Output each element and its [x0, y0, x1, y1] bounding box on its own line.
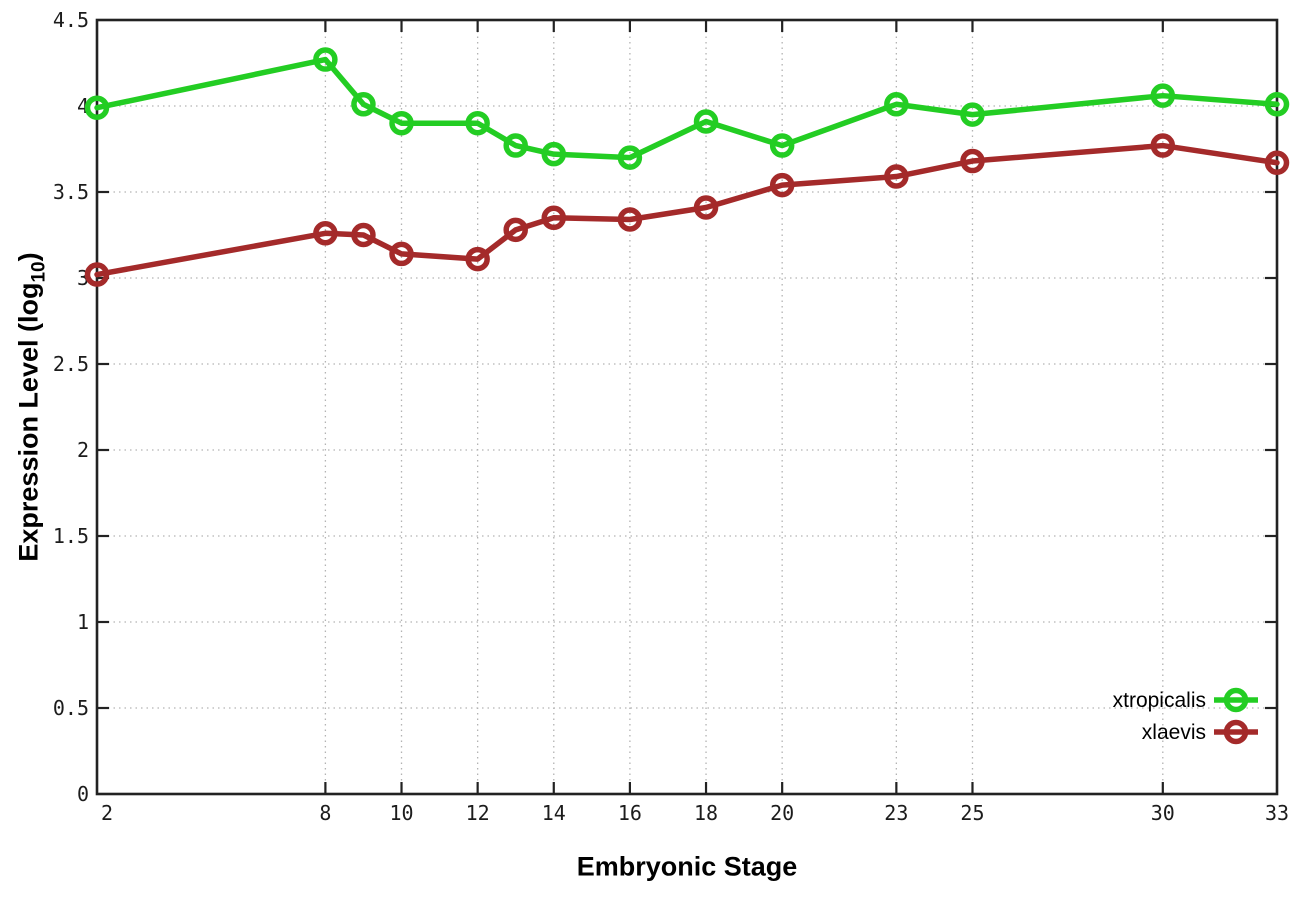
y-tick-label: 1.5 — [53, 524, 89, 548]
legend-sample-xtropicalis-marker — [1223, 687, 1249, 713]
series-xtropicalis-marker — [1264, 92, 1290, 117]
series-xlaevis-marker — [1264, 150, 1290, 176]
series-xlaevis-marker — [84, 262, 110, 287]
series-xlaevis-marker — [769, 172, 795, 198]
series-xlaevis-marker — [1150, 133, 1176, 158]
series-xtropicalis-marker — [351, 92, 376, 117]
x-tick-label: 18 — [694, 801, 718, 825]
x-tick-label: 14 — [542, 801, 566, 825]
y-tick-label: 0 — [77, 782, 89, 806]
series-xtropicalis-marker — [960, 102, 985, 127]
y-axis-title: Expression Level (log10) — [14, 252, 51, 561]
plot-border — [95, 18, 1279, 796]
series-xtropicalis-marker — [1150, 83, 1176, 108]
x-tick-label: 20 — [770, 801, 794, 825]
x-tick-label: 23 — [884, 801, 908, 825]
legend-label-xlaevis: xlaevis — [1142, 721, 1206, 744]
x-tick-label: 30 — [1151, 801, 1175, 825]
y-axis-title-suffix: ) — [13, 252, 44, 262]
series-xtropicalis-marker — [769, 133, 795, 158]
x-axis-title: Embryonic Stage — [577, 852, 798, 883]
series-xtropicalis-marker — [884, 92, 909, 117]
series-xtropicalis-marker — [617, 145, 643, 170]
x-tick-label: 12 — [466, 801, 490, 825]
y-tick-label: 1 — [77, 610, 89, 634]
series-xtropicalis-marker — [313, 47, 338, 72]
x-tick-label: 33 — [1265, 801, 1289, 825]
series-xlaevis-line — [94, 142, 1280, 278]
x-tick-label: 16 — [618, 801, 642, 825]
series-xlaevis-marker — [313, 221, 338, 246]
series-xlaevis-marker — [960, 148, 985, 174]
x-tick-label: 10 — [389, 801, 413, 825]
series-xtropicalis-marker — [503, 133, 528, 158]
series-xlaevis-marker — [503, 217, 528, 243]
y-tick-label: 0.5 — [53, 696, 89, 720]
series-xtropicalis-marker — [389, 110, 414, 136]
y-axis-title-text: Expression Level (log — [13, 282, 44, 562]
series-xlaevis-marker — [465, 246, 490, 272]
series-xlaevis-marker — [389, 241, 414, 267]
series-xlaevis-marker — [541, 205, 567, 231]
y-tick-label: 2 — [77, 438, 89, 462]
legend-sample-xlaevis-marker — [1223, 719, 1249, 745]
series-xtropicalis-marker — [465, 110, 490, 136]
x-tick-label: 8 — [319, 801, 331, 825]
series-xlaevis-marker — [351, 222, 376, 248]
series-xtropicalis-marker — [693, 109, 719, 134]
y-axis-title-subscript: 10 — [28, 261, 50, 283]
legend-label-xtropicalis: xtropicalis — [1113, 689, 1206, 712]
y-tick-label: 3.5 — [53, 180, 89, 204]
series-xtropicalis-marker — [541, 141, 567, 167]
series-xlaevis-marker — [884, 164, 909, 189]
x-tick-label: 2 — [101, 801, 113, 825]
series-xlaevis-marker — [617, 207, 643, 232]
series-xtropicalis-marker — [84, 95, 110, 120]
x-tick-label: 25 — [960, 801, 984, 825]
series-xtropicalis-line — [94, 56, 1280, 161]
y-tick-label: 4.5 — [53, 8, 89, 32]
series-xlaevis-marker — [693, 195, 719, 220]
x-axis-title-text: Embryonic Stage — [576, 851, 798, 882]
y-tick-label: 2.5 — [53, 352, 89, 376]
